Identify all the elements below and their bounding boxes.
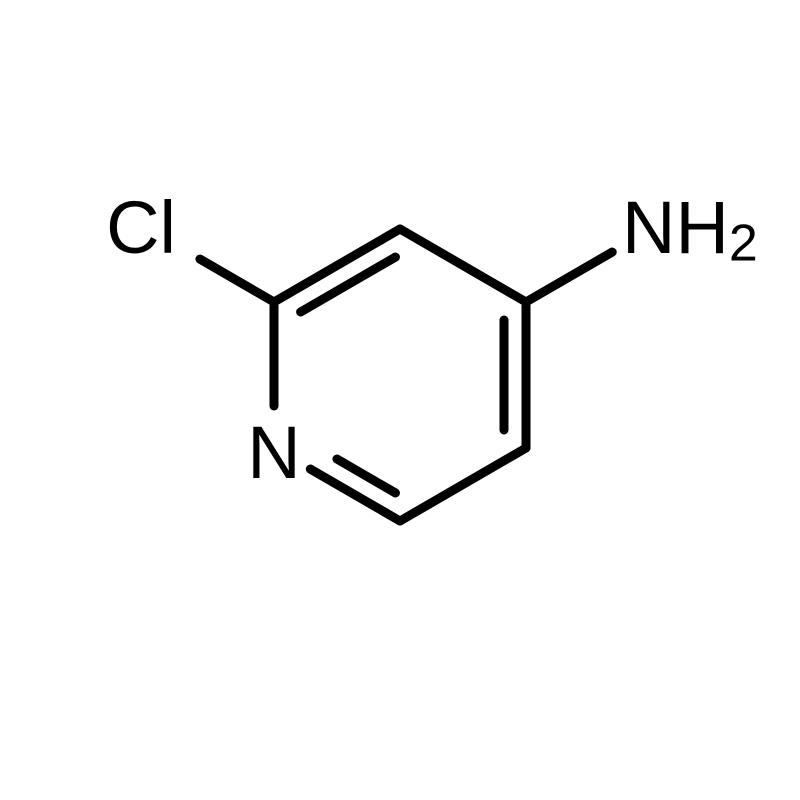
- bond: [301, 257, 396, 312]
- bond: [400, 229, 526, 302]
- bond: [200, 259, 274, 302]
- atom-label-Cl: Cl: [106, 186, 176, 269]
- bond: [310, 469, 400, 521]
- bond: [526, 252, 612, 302]
- atom-label-N_ring: N: [247, 411, 300, 494]
- bond: [400, 448, 526, 521]
- atom-label-NH2: NH2: [622, 186, 758, 273]
- molecule-canvas: N Cl NH2: [0, 0, 800, 800]
